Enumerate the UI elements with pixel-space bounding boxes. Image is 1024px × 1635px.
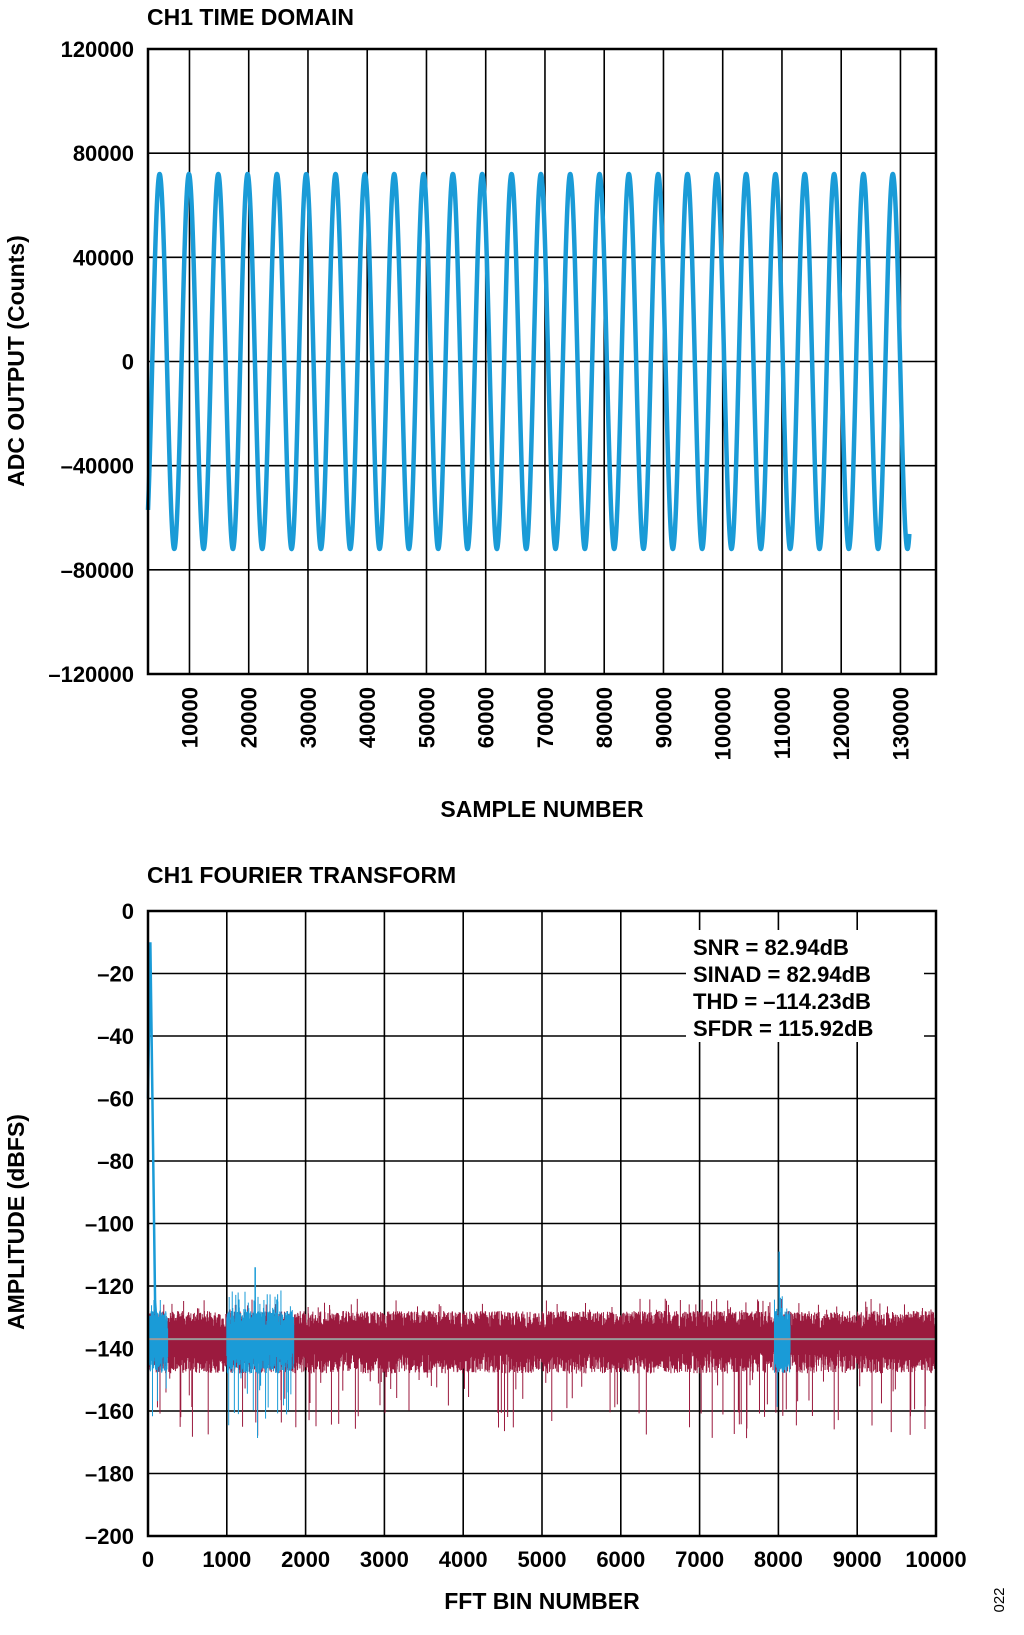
chart2-y-tick-label: –160: [85, 1399, 134, 1424]
chart2-x-tick-label: 10000: [905, 1547, 966, 1572]
sinad-annotation: SINAD = 82.94dB: [693, 962, 871, 987]
chart1-x-tick-label: 10000: [177, 687, 202, 748]
chart1-title: CH1 TIME DOMAIN: [147, 4, 354, 30]
chart2-x-axis-label: FFT BIN NUMBER: [444, 1588, 640, 1614]
chart1-x-tick-labels: 10000 20000 30000 40000 50000 60000 70000 80000…: [177, 687, 913, 760]
chart2-x-tick-label: 7000: [675, 1547, 724, 1572]
chart1-x-tick-label: 90000: [651, 687, 676, 748]
chart2-x-tick-label: 6000: [596, 1547, 645, 1572]
chart2-x-tick-label: 0: [142, 1547, 154, 1572]
chart1-y-tick-label: –80000: [61, 558, 134, 583]
chart1-x-tick-label: 50000: [414, 687, 439, 748]
chart2-y-tick-label: 0: [122, 899, 134, 924]
chart2-y-tick-label: –40: [97, 1024, 134, 1049]
chart2-y-tick-label: –140: [85, 1337, 134, 1362]
chart1-x-tick-label: 100000: [711, 687, 736, 760]
chart1-x-tick-label: 120000: [829, 687, 854, 760]
chart2-y-tick-label: –120: [85, 1274, 134, 1299]
chart2-y-tick-label: –200: [85, 1524, 134, 1549]
chart1-frame: [146, 47, 938, 676]
chart1-x-tick-label: 40000: [355, 687, 380, 748]
sfdr-annotation: SFDR = 115.92dB: [693, 1016, 873, 1041]
chart1-plot-area: [145, 171, 912, 552]
chart2-x-tick-label: 2000: [281, 1547, 330, 1572]
chart2-fundamental-skirt: [147, 1299, 169, 1417]
chart1-grid: [148, 48, 936, 675]
chart2-x-tick-label: 1000: [202, 1547, 251, 1572]
chart1-y-tick-label: 40000: [73, 245, 134, 270]
chart1-x-tick-label: 30000: [296, 687, 321, 748]
chart1-y-tick-label: 80000: [73, 141, 134, 166]
chart1-x-axis-label: SAMPLE NUMBER: [440, 796, 644, 822]
chart1-y-tick-labels: 120000 80000 40000 0 –40000 –80000 –120000: [48, 37, 134, 687]
snr-annotation: SNR = 82.94dB: [693, 935, 849, 960]
chart2-y-tick-labels: 0 –20 –40 –60 –80 –100 –120 –140 –160 –180 –200: [85, 899, 134, 1549]
chart2-x-tick-label: 3000: [360, 1547, 409, 1572]
chart2-x-tick-label: 8000: [754, 1547, 803, 1572]
chart1-y-tick-label: 0: [122, 350, 134, 375]
chart1-x-tick-label: 60000: [474, 687, 499, 748]
chart1-y-axis-label: ADC OUTPUT (Counts): [3, 235, 29, 487]
chart2-y-tick-label: –180: [85, 1462, 134, 1487]
chart1-x-tick-label: 80000: [592, 687, 617, 748]
chart1-x-tick-label: 110000: [770, 687, 795, 759]
chart2-fundamental-peak: [146, 942, 159, 1340]
chart2-x-tick-label: 5000: [518, 1547, 567, 1572]
chart2-y-tick-label: –80: [97, 1149, 134, 1174]
chart2-plot-area: [146, 942, 937, 1439]
chart1-y-tick-label: 120000: [61, 37, 134, 62]
chart1-x-tick-label: 130000: [888, 687, 913, 760]
thd-annotation: THD = –114.23dB: [693, 989, 871, 1014]
chart2-x-tick-label: 9000: [833, 1547, 882, 1572]
chart1-x-tick-label: 20000: [237, 687, 262, 748]
chart1-y-tick-label: –120000: [48, 662, 134, 687]
chart1-y-tick-label: –40000: [61, 454, 134, 479]
chart2-title: CH1 FOURIER TRANSFORM: [147, 862, 456, 888]
chart2-y-tick-label: –20: [97, 962, 134, 987]
chart2-y-tick-label: –100: [85, 1212, 134, 1237]
stats-box: [686, 930, 924, 1042]
figure-code: 022: [991, 1587, 1008, 1612]
chart2-y-axis-label: AMPLITUDE (dBFS): [3, 1114, 29, 1330]
chart2-x-tick-label: 4000: [439, 1547, 488, 1572]
chart1-x-tick-label: 70000: [533, 687, 558, 748]
chart2-x-tick-labels: 0 1000 2000 3000 4000 5000 6000 7000 8000 9000 100…: [142, 1547, 967, 1572]
chart1-series-line: [145, 171, 912, 552]
chart2-frame: [146, 909, 938, 1538]
chart2-y-tick-label: –60: [97, 1087, 134, 1112]
